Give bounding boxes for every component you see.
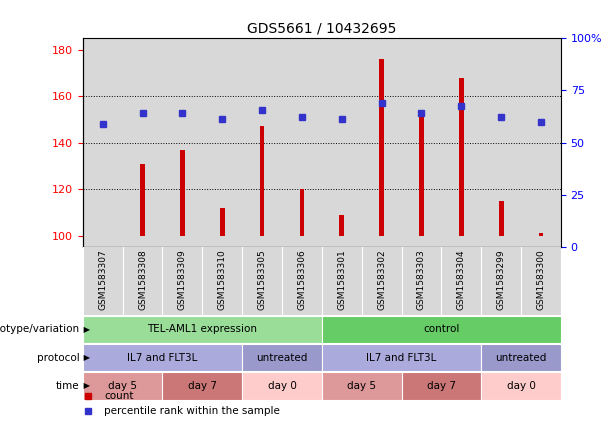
Text: genotype/variation: genotype/variation (0, 324, 80, 334)
Bar (162, 247, 202, 315)
Text: control: control (423, 324, 460, 334)
Bar (202, 38, 242, 247)
Bar (402, 372, 481, 400)
Text: GSM1583303: GSM1583303 (417, 250, 426, 310)
Bar (539, 233, 543, 236)
Text: untreated: untreated (256, 353, 308, 363)
Bar (162, 372, 242, 400)
Bar (362, 247, 402, 315)
Text: IL7 and FLT3L: IL7 and FLT3L (128, 353, 197, 363)
Bar (83, 247, 123, 315)
Bar (481, 372, 561, 400)
Text: GSM1583301: GSM1583301 (337, 250, 346, 310)
Text: protocol: protocol (37, 353, 80, 363)
Text: GSM1583308: GSM1583308 (138, 250, 147, 310)
Text: day 5: day 5 (108, 381, 137, 391)
Bar (499, 201, 503, 236)
Bar (123, 247, 162, 315)
Bar (322, 38, 362, 247)
Bar (441, 247, 481, 315)
Text: TEL-AML1 expression: TEL-AML1 expression (147, 324, 257, 334)
Bar (521, 247, 561, 315)
Bar (441, 38, 481, 247)
Text: GSM1583307: GSM1583307 (98, 250, 107, 310)
Bar (123, 38, 162, 247)
Bar (362, 38, 402, 247)
Bar (242, 344, 322, 371)
Bar (220, 208, 224, 236)
Text: GSM1583300: GSM1583300 (536, 250, 546, 310)
Bar (202, 247, 242, 315)
Bar (419, 115, 424, 236)
Bar (140, 164, 145, 236)
Bar (260, 126, 264, 236)
Text: GSM1583304: GSM1583304 (457, 250, 466, 310)
Bar (322, 372, 402, 400)
Bar (300, 190, 304, 236)
Bar (83, 372, 162, 400)
Bar (481, 344, 561, 371)
Text: GSM1583299: GSM1583299 (497, 250, 506, 310)
Text: ▶: ▶ (81, 353, 90, 362)
Bar (379, 59, 384, 236)
Text: day 7: day 7 (427, 381, 456, 391)
Bar (83, 316, 322, 343)
Bar (402, 38, 441, 247)
Text: time: time (56, 381, 80, 391)
Text: day 5: day 5 (347, 381, 376, 391)
Bar (242, 372, 322, 400)
Text: GSM1583305: GSM1583305 (257, 250, 267, 310)
Text: ▶: ▶ (81, 325, 90, 334)
Bar (322, 344, 481, 371)
Text: GSM1583309: GSM1583309 (178, 250, 187, 310)
Text: day 0: day 0 (506, 381, 536, 391)
Bar (322, 247, 362, 315)
Title: GDS5661 / 10432695: GDS5661 / 10432695 (247, 22, 397, 36)
Bar (282, 38, 322, 247)
Bar (521, 38, 561, 247)
Bar (402, 247, 441, 315)
Text: percentile rank within the sample: percentile rank within the sample (104, 406, 280, 416)
Bar (180, 150, 185, 236)
Bar (83, 38, 123, 247)
Bar (242, 247, 282, 315)
Bar (481, 38, 521, 247)
Bar (282, 247, 322, 315)
Text: ▶: ▶ (81, 382, 90, 390)
Text: day 0: day 0 (267, 381, 297, 391)
Bar (481, 247, 521, 315)
Text: GSM1583310: GSM1583310 (218, 250, 227, 310)
Bar (459, 78, 463, 236)
Bar (340, 215, 344, 236)
Bar (322, 316, 561, 343)
Text: count: count (104, 391, 134, 401)
Text: GSM1583306: GSM1583306 (297, 250, 306, 310)
Text: untreated: untreated (495, 353, 547, 363)
Text: GSM1583302: GSM1583302 (377, 250, 386, 310)
Text: IL7 and FLT3L: IL7 and FLT3L (367, 353, 436, 363)
Bar (242, 38, 282, 247)
Text: day 7: day 7 (188, 381, 217, 391)
Bar (83, 344, 242, 371)
Bar (162, 38, 202, 247)
